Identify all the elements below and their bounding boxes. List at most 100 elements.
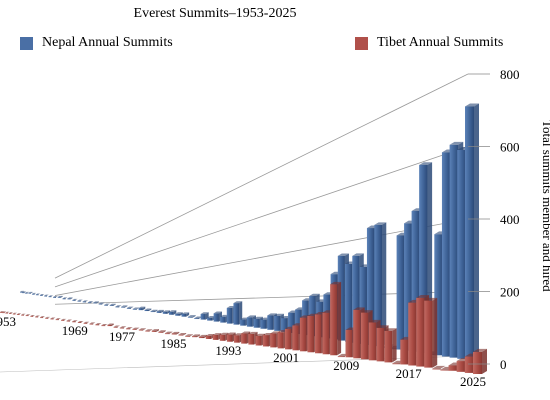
bar-nepal-1974	[115, 305, 122, 308]
bar-nepal-1967	[77, 299, 83, 302]
x-tick-label: 2001	[273, 350, 299, 365]
bar-tibet-1968	[66, 319, 72, 322]
bar-nepal-1954	[22, 291, 27, 294]
chart-title: Everest Summits–1953-2025	[133, 6, 297, 21]
bar-tibet-1985	[171, 331, 180, 335]
legend-swatch-tibet	[355, 36, 368, 50]
y-axis-label: Total summits member and hired	[540, 120, 550, 292]
legend-item-tibet: Tibet Annual Summits	[355, 35, 503, 51]
bar-tibet-1953	[0, 311, 4, 313]
bar-nepal-1962	[53, 295, 58, 298]
bar-tibet-1977	[119, 326, 127, 329]
bar-nepal-1956	[28, 291, 33, 294]
bar-nepal-1983	[168, 310, 177, 315]
bar-nepal-1963	[57, 295, 63, 298]
bar-tibet-1955	[5, 311, 10, 314]
bar-nepal-1968	[82, 300, 89, 303]
x-tick-label: 2017	[396, 366, 423, 381]
bar-nepal-1979	[144, 308, 152, 312]
bar-nepal-1975	[121, 305, 128, 308]
bar-tibet-2025	[473, 348, 487, 374]
bar-nepal-1978	[138, 306, 146, 311]
bar-nepal-1976	[126, 306, 134, 309]
bar-nepal-1981	[156, 309, 164, 313]
bar-nepal-1965	[67, 297, 73, 300]
bar-tibet-1982	[151, 329, 159, 332]
bar-nepal-1970	[93, 301, 99, 304]
bar-tibet-1984	[164, 331, 173, 335]
bar-tibet-1986	[178, 333, 187, 336]
bar-tibet-1979	[132, 327, 140, 330]
bar-tibet-1961	[30, 314, 35, 317]
bar-tibet-1980	[138, 328, 146, 331]
x-tick-label: 1977	[109, 329, 136, 344]
bar-tibet-1988	[191, 334, 201, 338]
legend-label-nepal: Nepal Annual Summits	[42, 35, 173, 50]
legend-item-nepal: Nepal Annual Summits	[20, 35, 173, 51]
bar-tibet-1965	[50, 317, 56, 320]
bar-tibet-1969	[72, 320, 78, 323]
bar-tibet-1958	[16, 313, 22, 316]
bar-nepal-1955	[25, 291, 30, 294]
bar-nepal-1961	[48, 295, 54, 298]
bar-nepal-1966	[72, 298, 78, 301]
bar-tibet-1983	[158, 330, 166, 333]
bar-nepal-1972	[104, 303, 111, 306]
bar-tibet-1954	[2, 311, 7, 314]
bar-nepal-2013	[374, 222, 387, 347]
bar-tibet-2014	[384, 328, 397, 363]
legend-label-tibet: Tibet Annual Summits	[377, 35, 504, 50]
bar-nepal-1971	[98, 302, 105, 305]
x-tick-label: 1953	[0, 314, 16, 329]
bar-nepal-1957	[32, 292, 37, 295]
bar-nepal-1973	[109, 303, 116, 306]
x-tick-label: 1993	[215, 343, 241, 358]
bar-tibet-1962	[35, 315, 40, 318]
x-tick-label: 1969	[62, 323, 88, 338]
bar-tibet-1973	[95, 323, 102, 326]
y-tick-label: 600	[500, 140, 520, 155]
bar-tibet-1972	[89, 322, 96, 325]
bar-nepal-1958	[35, 293, 41, 296]
bar-tibet-2020	[432, 365, 446, 370]
bar-tibet-1960	[25, 314, 31, 317]
bar-tibet-1967	[61, 318, 67, 321]
bar-tibet-1975	[107, 323, 114, 327]
legend-swatch-nepal	[20, 36, 33, 50]
bar-tibet-1987	[185, 334, 194, 337]
bar-nepal-2025	[465, 103, 479, 360]
bar-nepal-1980	[150, 309, 158, 313]
bar-tibet-2007	[330, 281, 342, 356]
x-tick-label: 2025	[460, 374, 486, 389]
y-tick-label: 0	[500, 357, 507, 372]
bar-nepal-1953	[20, 290, 24, 293]
bar-tibet-1970	[77, 320, 84, 324]
bar-nepal-1964	[62, 297, 68, 300]
y-tick-label: 400	[500, 212, 520, 227]
bar-tibet-1963	[40, 316, 45, 319]
bar-tibet-1959	[21, 313, 26, 316]
bar-tibet-1971	[83, 321, 90, 324]
bar-nepal-1982	[162, 310, 170, 314]
bar-tibet-2019	[424, 297, 438, 368]
x-tick-label: 2009	[333, 358, 359, 373]
bar-nepal-1985	[181, 312, 190, 317]
y-tick-label: 800	[500, 67, 520, 82]
bar-tibet-1978	[126, 327, 133, 330]
bar-tibet-1957	[12, 312, 18, 315]
bar-tibet-1981	[145, 329, 153, 332]
bar-tibet-1976	[113, 325, 120, 328]
bar-tibet-1966	[55, 318, 61, 321]
bar-tibet-1974	[101, 323, 108, 327]
bar-nepal-1960	[44, 294, 49, 297]
bar-nepal-1959	[39, 294, 45, 296]
bar-nepal-1984	[175, 312, 183, 316]
bar-tibet-1964	[45, 316, 51, 319]
bar-nepal-1969	[87, 301, 94, 304]
bar-nepal-1986	[187, 315, 196, 318]
bar-nepal-1977	[132, 307, 140, 310]
bar-tibet-1956	[8, 312, 14, 314]
y-tick-label: 200	[500, 285, 520, 300]
x-tick-label: 1985	[161, 336, 187, 351]
